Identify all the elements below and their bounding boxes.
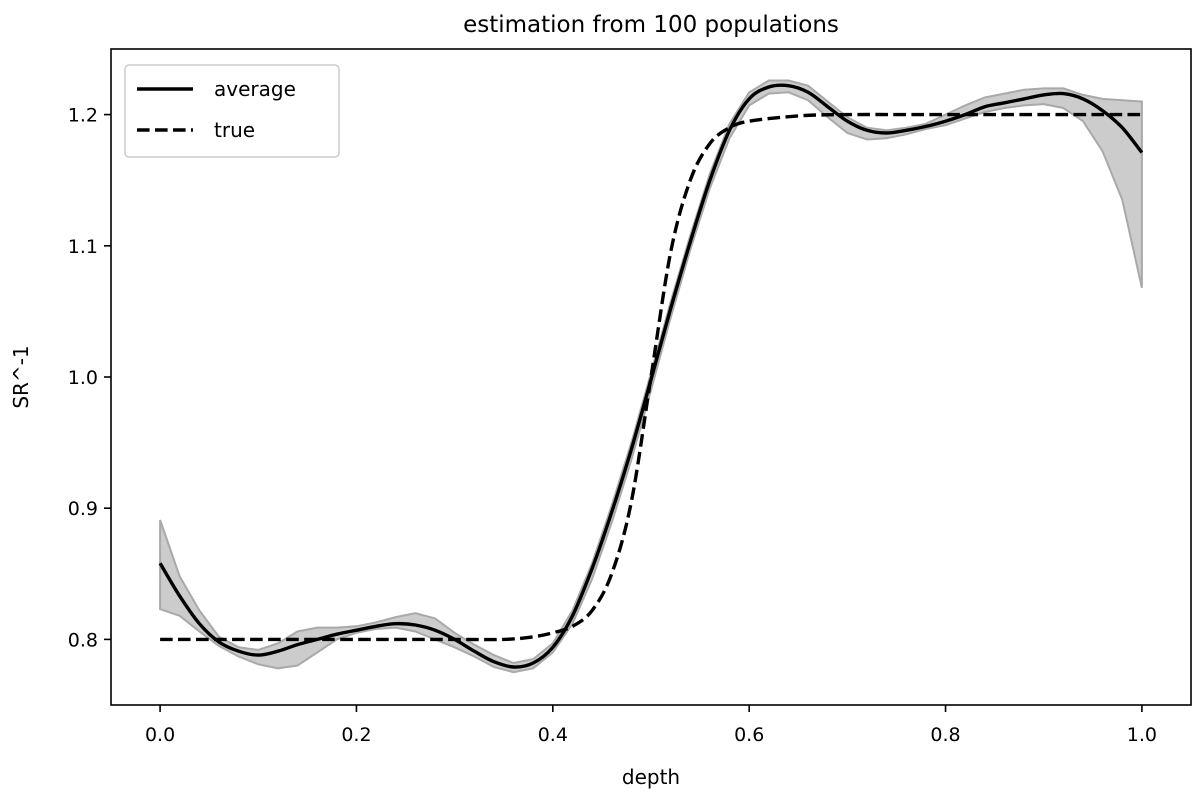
chart-title: estimation from 100 populations (463, 12, 839, 38)
y-tick-label: 1.0 (68, 367, 98, 389)
x-axis-ticks: 0.0 0.2 0.4 0.6 0.8 1.0 (145, 705, 1157, 746)
x-tick-label: 0.4 (538, 724, 568, 746)
y-tick-label: 1.1 (68, 236, 98, 258)
x-tick-label: 0.2 (341, 724, 371, 746)
series-line-true (160, 112, 1142, 642)
y-tick-label: 1.2 (68, 105, 98, 127)
legend-label-average: average (214, 77, 296, 101)
plot-frame (110, 48, 1192, 706)
plot-area (158, 79, 1144, 674)
x-tick-label: 0.6 (734, 724, 764, 746)
x-axis-label: depth (622, 765, 680, 789)
y-tick-label: 0.9 (68, 498, 98, 520)
y-axis-ticks: 0.8 0.9 1.0 1.1 1.2 (68, 105, 111, 651)
y-tick-label: 0.8 (68, 629, 98, 651)
legend: average true (124, 64, 340, 158)
series-line-average (158, 83, 1144, 669)
x-tick-label: 0.0 (145, 724, 175, 746)
series-layer (158, 83, 1144, 669)
y-axis-label: SR^-1 (9, 345, 33, 408)
x-tick-label: 0.8 (930, 724, 960, 746)
legend-label-true: true (214, 118, 255, 142)
x-tick-label: 1.0 (1127, 724, 1157, 746)
